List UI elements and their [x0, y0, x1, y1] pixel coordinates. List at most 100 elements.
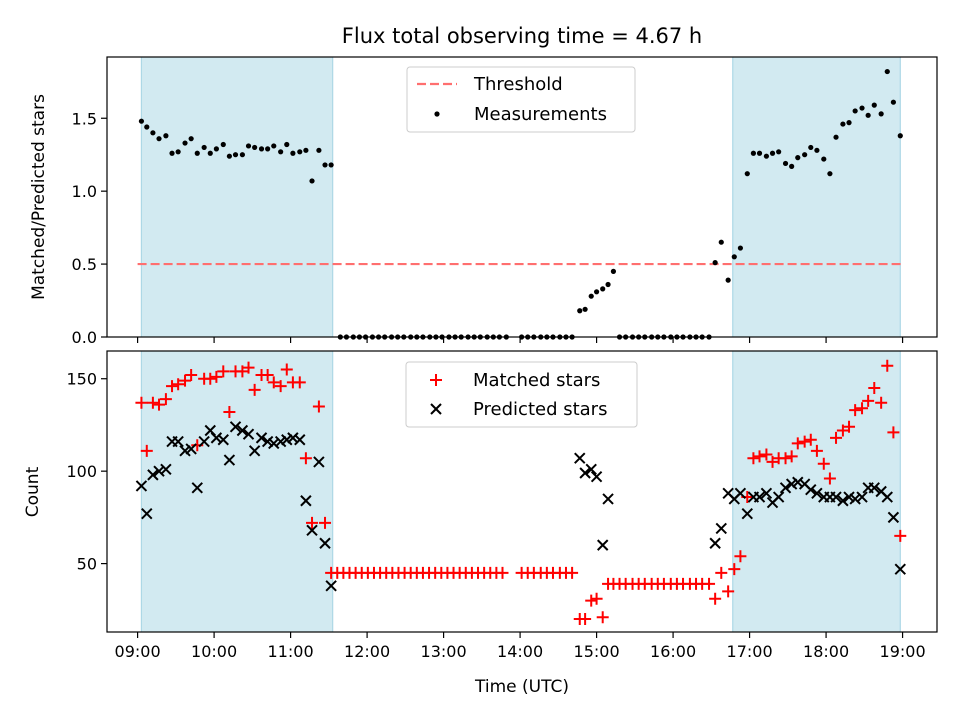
predicted-stars-point — [741, 507, 753, 520]
bottom-legend-box — [405, 361, 638, 428]
predicted-stars-point — [325, 580, 337, 592]
predicted-stars-point — [715, 522, 727, 535]
matched-stars-point — [810, 444, 823, 457]
x-tick-label: 09:00 — [115, 642, 161, 661]
measurement-point — [232, 152, 239, 158]
measurement-point — [207, 150, 213, 156]
predicted-stars-point — [242, 428, 255, 440]
matched-stars-point — [715, 566, 728, 579]
predicted-stars-point — [210, 432, 223, 444]
predicted-stars-point — [760, 487, 773, 500]
legend-threshold-label: Threshold — [473, 74, 563, 95]
matched-stars-point — [242, 361, 255, 374]
predicted-stars-point — [236, 424, 249, 437]
measurement-point — [814, 147, 820, 153]
predicted-stars-point — [172, 435, 184, 448]
matched-stars-point — [140, 444, 153, 457]
measurement-point — [840, 121, 846, 127]
measurement-point — [213, 146, 219, 152]
bottom-marks — [135, 359, 907, 626]
predicted-stars-point — [135, 480, 148, 492]
measurement-point — [776, 149, 782, 155]
measurement-point — [897, 133, 903, 139]
predicted-stars-point — [590, 471, 603, 483]
measurement-point — [763, 153, 770, 159]
measurement-point — [309, 178, 315, 184]
bottom-panel: 50 100 150 09:00 10:00 11:00 12:00 13:00 14:00 1… — [23, 350, 938, 697]
predicted-stars-point — [709, 537, 721, 549]
matched-stars-point — [146, 396, 159, 409]
predicted-stars-point — [849, 493, 861, 505]
measurement-point — [884, 68, 890, 75]
matched-stars-point — [166, 380, 179, 393]
matched-stars-point — [766, 455, 779, 468]
predicted-stars-point — [268, 437, 280, 450]
measurement-point — [852, 108, 858, 114]
measurement-point — [865, 112, 871, 118]
x-tick-label: 16:00 — [650, 642, 696, 661]
matched-stars-point — [496, 566, 509, 579]
top-y-ticks: 0.0 0.5 1.0 1.5 — [72, 109, 107, 347]
measurement-point — [808, 144, 814, 151]
x-tick-label: 12:00 — [344, 642, 390, 661]
top-axes-frame — [106, 56, 938, 338]
measurement-point — [303, 147, 309, 153]
measurement-point — [871, 102, 877, 108]
legend-measurements-label: Measurements — [474, 104, 607, 125]
legend-matched-swatch — [430, 374, 442, 386]
measurement-point — [744, 171, 750, 177]
predicted-stars-point — [772, 491, 785, 503]
matched-stars-point — [728, 563, 741, 576]
measurement-point — [188, 136, 194, 142]
matched-stars-point — [881, 359, 894, 372]
matched-stars-point — [887, 426, 900, 439]
predicted-stars-point — [198, 435, 210, 448]
measurement-point — [782, 160, 789, 167]
measurement-point — [593, 289, 600, 295]
predicted-stars-point — [229, 421, 242, 433]
measurement-point — [890, 99, 896, 105]
predicted-stars-point — [579, 467, 591, 479]
predicted-stars-point — [300, 495, 312, 507]
matched-stars-point — [585, 594, 598, 607]
predicted-stars-point — [811, 487, 823, 500]
matched-stars-point — [153, 398, 166, 411]
measurement-point — [878, 111, 884, 117]
matched-stars-point — [722, 585, 735, 598]
matched-stars-point — [734, 550, 747, 563]
measurement-point — [144, 124, 150, 130]
matched-stars-point — [579, 613, 592, 626]
measurement-point — [258, 146, 265, 152]
matched-stars-point — [830, 431, 843, 444]
x-tick-label: 18:00 — [803, 642, 849, 661]
measurement-point — [150, 130, 156, 136]
measurement-point — [265, 146, 271, 152]
measurement-point — [175, 149, 181, 155]
predicted-stars-point — [306, 524, 318, 537]
matched-stars-point — [760, 448, 773, 461]
matched-stars-point — [856, 402, 869, 415]
top-panel: 0.0 0.5 1.0 1.5 Matched/Predicted stars Thr… — [29, 56, 938, 347]
top-y-axis-label: Matched/Predicted stars — [29, 94, 49, 300]
predicted-stars-point — [574, 452, 586, 464]
x-axis-label: Time (UTC) — [474, 677, 569, 697]
measurement-point — [201, 144, 207, 151]
measurement-point — [833, 134, 839, 140]
matched-stars-point — [823, 472, 836, 485]
matched-stars-point — [319, 516, 332, 529]
y-tick-label: 1.0 — [72, 182, 97, 201]
predicted-stars-point — [217, 434, 229, 446]
measurement-point — [605, 281, 611, 288]
x-tick-label: 13:00 — [421, 642, 467, 661]
measurement-point — [769, 150, 776, 156]
figure-title: Flux total observing time = 4.67 h — [342, 24, 702, 48]
matched-stars-point — [590, 592, 603, 605]
matched-stars-point — [703, 577, 716, 590]
matched-stars-point — [280, 363, 293, 376]
measurement-point — [239, 152, 246, 158]
predicted-stars-point — [792, 476, 804, 488]
matched-stars-point — [172, 378, 185, 391]
predicted-stars-point — [255, 432, 268, 444]
measurement-point — [322, 162, 328, 168]
predicted-stars-point — [160, 463, 172, 476]
